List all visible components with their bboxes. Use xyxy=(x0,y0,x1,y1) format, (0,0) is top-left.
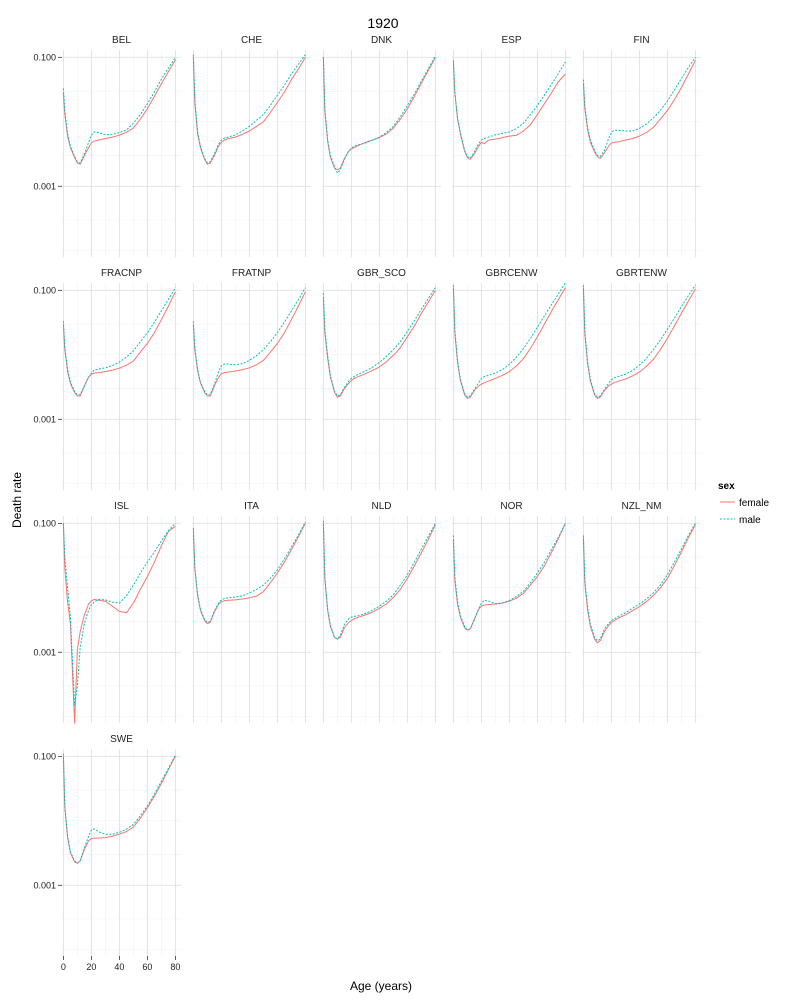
panel-che: CHE xyxy=(192,35,311,257)
facet-label: NZL_NM xyxy=(621,501,661,512)
chart-title: 1920 xyxy=(367,15,398,31)
legend-label-male: male xyxy=(739,515,761,526)
panels: BEL 0.001 0.100 CHE DNK ESP FIN FRACNP 0.001 0.10… xyxy=(33,35,701,972)
panel-gbr_sco: GBR_SCO xyxy=(322,268,441,490)
facet-label: CHE xyxy=(241,35,262,46)
series-line-male xyxy=(582,57,696,157)
legend-title: sex xyxy=(718,481,735,492)
series-line-male xyxy=(62,287,176,396)
panel-fin: FIN xyxy=(582,35,701,257)
facet-label: GBRCENW xyxy=(485,268,538,279)
y-tick-label: 0.100 xyxy=(33,285,56,295)
panel-gbrcenw: GBRCENW xyxy=(452,268,571,490)
y-tick-label: 0.001 xyxy=(33,181,56,191)
panel-fracnp: FRACNP 0.001 0.100 xyxy=(33,268,181,490)
panel-ita: ITA xyxy=(192,501,311,723)
series-line-male xyxy=(192,521,306,623)
panel-dnk: DNK xyxy=(322,35,441,257)
series-line-male xyxy=(62,753,176,864)
facet-label: FRACNP xyxy=(101,268,142,279)
y-tick-label: 0.001 xyxy=(33,414,56,424)
x-tick-label: 80 xyxy=(170,962,180,972)
series-line-male xyxy=(322,520,436,640)
series-line-male xyxy=(192,287,306,396)
series-line-female xyxy=(582,524,696,644)
series-line-female xyxy=(62,291,176,397)
panel-bel: BEL 0.001 0.100 xyxy=(33,35,181,257)
series-line-female xyxy=(192,291,306,397)
facet-label: SWE xyxy=(110,734,133,745)
panel-nzl_nm: NZL_NM xyxy=(582,501,701,723)
facet-label: BEL xyxy=(112,35,131,46)
panel-esp: ESP xyxy=(452,35,571,257)
y-tick-label: 0.001 xyxy=(33,880,56,890)
y-axis-label: Death rate xyxy=(10,472,24,528)
x-axis-label: Age (years) xyxy=(350,979,412,993)
y-tick-label: 0.100 xyxy=(33,518,56,528)
series-line-female xyxy=(582,60,696,159)
x-tick-label: 0 xyxy=(61,962,66,972)
x-tick-label: 60 xyxy=(142,962,152,972)
panel-fratnp: FRATNP xyxy=(192,268,311,490)
legend-label-female: female xyxy=(739,498,769,509)
panel-gbrtenw: GBRTENW xyxy=(582,268,701,490)
facet-label: FIN xyxy=(633,35,649,46)
facet-label: GBRTENW xyxy=(616,268,667,279)
series-line-male xyxy=(582,523,696,642)
facet-label: GBR_SCO xyxy=(357,268,406,279)
legend: sex female male xyxy=(718,481,769,526)
series-line-female xyxy=(62,523,176,724)
series-line-male xyxy=(452,60,566,159)
series-line-male xyxy=(62,522,176,706)
facet-label: NOR xyxy=(500,501,522,512)
series-line-male xyxy=(582,284,696,398)
y-tick-label: 0.001 xyxy=(33,647,56,657)
facet-label: ESP xyxy=(501,35,521,46)
x-tick-label: 20 xyxy=(86,962,96,972)
facet-label: FRATNP xyxy=(232,268,272,279)
series-line-female xyxy=(192,523,306,624)
panel-nor: NOR xyxy=(452,501,571,723)
series-line-male xyxy=(322,55,436,174)
facet-label: DNK xyxy=(371,35,392,46)
series-line-male xyxy=(452,282,566,398)
y-tick-label: 0.100 xyxy=(33,52,56,62)
series-line-female xyxy=(452,523,566,631)
y-tick-label: 0.100 xyxy=(33,751,56,761)
series-line-male xyxy=(62,57,176,164)
series-line-female xyxy=(322,57,436,171)
panel-swe: SWE 0.001 0.100 0 20 40 60 80 xyxy=(33,734,181,972)
facet-label: ITA xyxy=(244,501,259,512)
series-line-male xyxy=(452,523,566,631)
panel-isl: ISL 0.001 0.100 xyxy=(33,501,181,724)
x-tick-label: 40 xyxy=(114,962,124,972)
facet-label: ISL xyxy=(114,501,129,512)
panel-nld: NLD xyxy=(322,501,441,723)
facet-label: NLD xyxy=(371,501,391,512)
